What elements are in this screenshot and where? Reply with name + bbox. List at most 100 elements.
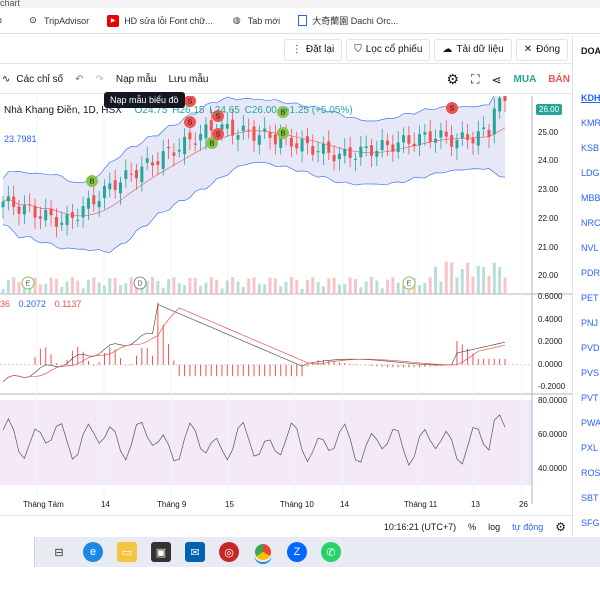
volume-bar	[273, 278, 277, 294]
watchlist-item[interactable]: PXL	[581, 443, 599, 453]
candle-body	[161, 151, 165, 169]
settings-icon[interactable]: ⚙	[555, 519, 566, 534]
sell-button[interactable]: BÁN	[548, 74, 570, 85]
bookmark-font-fix[interactable]: ▶ HD sửa lỗi Font chữ...	[107, 14, 213, 27]
volume-bar	[241, 286, 245, 294]
undo-button[interactable]: ↶	[75, 74, 84, 85]
event-marker-dot	[402, 276, 416, 290]
volume-bar	[359, 287, 363, 294]
watchlist-item[interactable]: PVT	[581, 393, 599, 403]
volume-bar	[183, 285, 187, 294]
bookmark-new-tab[interactable]: ◍ Tab mới	[231, 15, 280, 27]
candle-body	[375, 150, 379, 157]
signal-marker-label: S	[188, 120, 193, 127]
auto-toggle[interactable]: tự động	[512, 521, 544, 532]
reset-button[interactable]: ⋮ Đặt lại	[283, 38, 343, 61]
candle-body	[199, 134, 203, 141]
watchlist-item[interactable]: LDG	[581, 168, 600, 178]
watchlist-item[interactable]: PET	[581, 293, 599, 303]
chart-toolbar: ∿ Các chỉ số ↶ ↷ Nạp mẫu Lưu mẫu ⚙ ⛶ ⋖ M…	[0, 66, 572, 94]
volume-bar	[129, 277, 133, 294]
watchlist-item[interactable]: KSB	[581, 143, 600, 153]
app-red-icon[interactable]: ◎	[219, 542, 239, 562]
candle-body	[305, 136, 309, 144]
watchlist-item[interactable]: PVS	[581, 368, 600, 378]
edge-icon[interactable]: e	[83, 542, 103, 562]
save-template-button[interactable]: Lưu mẫu	[168, 74, 209, 85]
candle-body	[252, 126, 256, 141]
watchlist-item[interactable]: PDR	[581, 268, 600, 278]
watchlist-item[interactable]: KMR	[581, 118, 600, 128]
watchlist-item[interactable]: SFG	[581, 518, 600, 528]
rsi-tick-label: 60.0000	[538, 430, 567, 439]
watchlist-item[interactable]: PWA	[581, 418, 600, 428]
volume-bar	[492, 262, 496, 294]
candle-body	[81, 206, 85, 218]
bookmark-item[interactable]: ◍	[0, 15, 9, 27]
volume-bar	[113, 277, 117, 294]
volume-bar	[375, 280, 379, 294]
volume-bar	[92, 277, 96, 294]
volume-bar	[172, 277, 176, 294]
fullscreen-icon[interactable]: ⛶	[471, 72, 480, 86]
macd-tick-label: 0.2000	[538, 337, 563, 347]
time-tick-label: 14	[101, 500, 110, 509]
buy-button[interactable]: MUA	[513, 74, 537, 85]
time-tick-label: 26	[519, 500, 528, 509]
candle-body	[12, 196, 16, 208]
indicators-button[interactable]: ∿ Các chỉ số	[2, 74, 64, 85]
volume-bar	[161, 287, 165, 294]
watchlist-item[interactable]: MBB	[581, 193, 600, 203]
watchlist-item[interactable]: KDH	[581, 93, 600, 103]
percent-toggle[interactable]: %	[468, 521, 477, 532]
candle-body	[220, 124, 224, 130]
volume-bar	[209, 277, 213, 294]
volume-bar	[33, 277, 37, 294]
file-explorer-icon[interactable]: ▭	[117, 542, 137, 562]
buy-signal-marker: B	[206, 137, 218, 149]
volume-bar	[316, 282, 320, 294]
watchlist-item[interactable]: PVD	[581, 343, 600, 353]
clock-readout: 10:16:21 (UTC+7)	[383, 521, 457, 532]
bookmark-dachi[interactable]: 大奇蘭園 Dachi Orc...	[298, 14, 398, 27]
watchlist-item[interactable]: SBT	[581, 493, 599, 503]
log-toggle[interactable]: log	[488, 521, 501, 532]
chrome-icon[interactable]	[253, 542, 273, 562]
share-icon[interactable]: ⋖	[491, 72, 502, 87]
rsi-line	[2, 414, 506, 467]
settings-icon[interactable]: ⚙	[446, 71, 460, 87]
candle-body	[188, 132, 192, 140]
rsi-tick-label: 80.0000	[538, 396, 567, 405]
signal-marker-dot	[206, 137, 218, 149]
buy-signal-marker: B	[277, 127, 289, 139]
price-tick-label: 24.00	[538, 156, 559, 166]
watchlist-item[interactable]: NRC	[581, 218, 600, 228]
zalo-icon[interactable]: Z	[287, 542, 307, 562]
mail-icon[interactable]: ✉	[185, 542, 205, 562]
ohlc-open: O24.75	[134, 105, 168, 116]
signal-marker-label: B	[90, 179, 95, 186]
bollinger-band	[3, 96, 505, 253]
load-data-button[interactable]: ☁ Tải dữ liệu	[434, 38, 512, 61]
task-view-icon[interactable]: ⊟	[54, 546, 64, 559]
close-button[interactable]: ✕ Đóng	[515, 38, 568, 61]
taskbar-search[interactable]	[0, 537, 35, 567]
load-template-button[interactable]: Nạp mẫu	[115, 74, 157, 85]
whatsapp-icon[interactable]: ✆	[321, 542, 341, 562]
watchlist-item[interactable]: PNJ	[581, 318, 599, 328]
candle-body	[1, 201, 5, 208]
volume-bar	[391, 277, 395, 294]
bookmark-tripadvisor[interactable]: ⊙ TripAdvisor	[27, 15, 89, 27]
watchlist-item[interactable]: NVL	[581, 243, 599, 253]
sell-signal-marker: S	[212, 110, 224, 122]
last-price-tag: 26.00	[536, 104, 563, 115]
candle-body	[225, 123, 229, 129]
signal-marker-dot	[277, 106, 289, 118]
redo-button[interactable]: ↷	[95, 74, 104, 85]
store-icon[interactable]: ▣	[151, 542, 171, 562]
watchlist-item[interactable]: ROS	[581, 468, 600, 478]
volume-bar	[118, 285, 122, 294]
candle-body	[183, 136, 187, 155]
filter-stocks-button[interactable]: ⛉ Lọc cổ phiếu	[346, 38, 431, 61]
